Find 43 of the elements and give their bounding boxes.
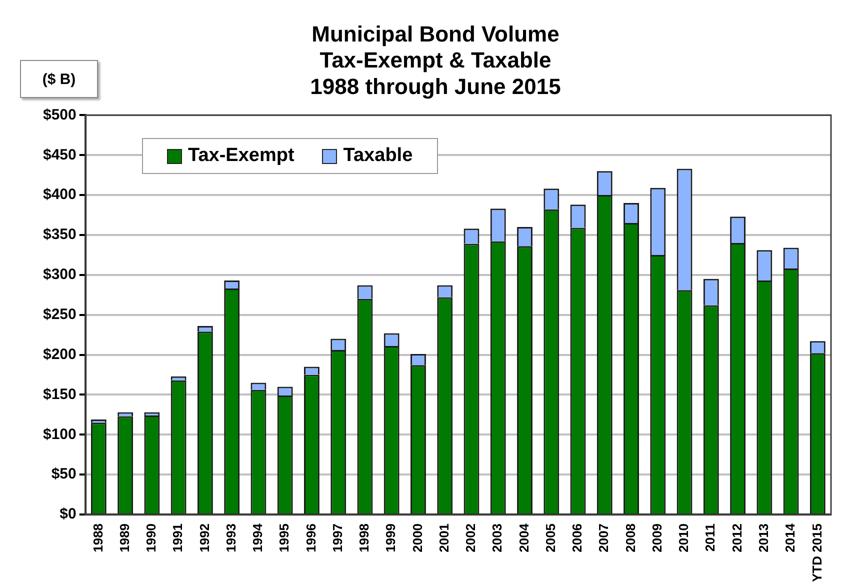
x-tick-label: 1990: [144, 523, 159, 552]
x-tick-label: 1992: [196, 523, 212, 552]
y-tick-label: $350: [42, 226, 76, 244]
x-tick-label: 1988: [90, 523, 106, 552]
y-tick-label: $250: [42, 306, 76, 323]
x-tick-label: 2009: [649, 523, 664, 552]
x-tick-label: 2007: [596, 523, 612, 552]
y-tick-label: $150: [42, 386, 76, 403]
x-tick-label: 2004: [516, 522, 532, 552]
y-tick-label: $100: [42, 426, 76, 443]
y-tick-label: $450: [42, 146, 76, 164]
x-tick-label: 1994: [250, 522, 266, 552]
legend-label: Taxable: [343, 145, 413, 167]
x-tick-label: 2005: [542, 523, 558, 552]
x-tick-label: 2013: [756, 523, 772, 552]
x-tick-label: 2002: [463, 523, 478, 552]
chart-title: Municipal Bond Volume Tax-Exempt & Taxable 1988 through June 2015: [310, 21, 561, 100]
x-tick-label: 1999: [383, 523, 398, 552]
x-tick-label: 2000: [410, 523, 425, 552]
y-tick-label: $500: [42, 106, 76, 124]
x-tick-label: 2003: [490, 523, 505, 552]
x-tick-label: 2014: [782, 522, 798, 552]
x-tick-label: 1995: [276, 523, 292, 552]
x-tick-label: 1993: [223, 523, 238, 552]
y-tick-label: $400: [42, 186, 76, 204]
x-tick-label: 2006: [570, 523, 585, 552]
x-tick-label: 1989: [116, 523, 132, 552]
x-tick-label: 1997: [330, 523, 345, 552]
x-tick-label: 1991: [170, 523, 186, 552]
x-tick-label: 2012: [729, 523, 744, 552]
y-tick-label: $0: [60, 506, 76, 523]
y-axis-title: ($ B): [20, 60, 98, 98]
x-tick-label: 2011: [702, 523, 718, 552]
y-tick-label: $200: [42, 346, 76, 363]
y-tick-label: $50: [51, 466, 76, 483]
x-tick-label: 2010: [676, 523, 692, 552]
x-tick-label: 1998: [356, 523, 372, 552]
x-tick-label: 1996: [303, 523, 318, 552]
x-tick-label: YTD 2015: [809, 523, 824, 582]
y-tick-label: $300: [42, 266, 76, 284]
legend-label: Tax-Exempt: [188, 145, 294, 167]
x-tick-label: 2001: [436, 523, 452, 552]
x-tick-label: 2008: [622, 523, 638, 552]
